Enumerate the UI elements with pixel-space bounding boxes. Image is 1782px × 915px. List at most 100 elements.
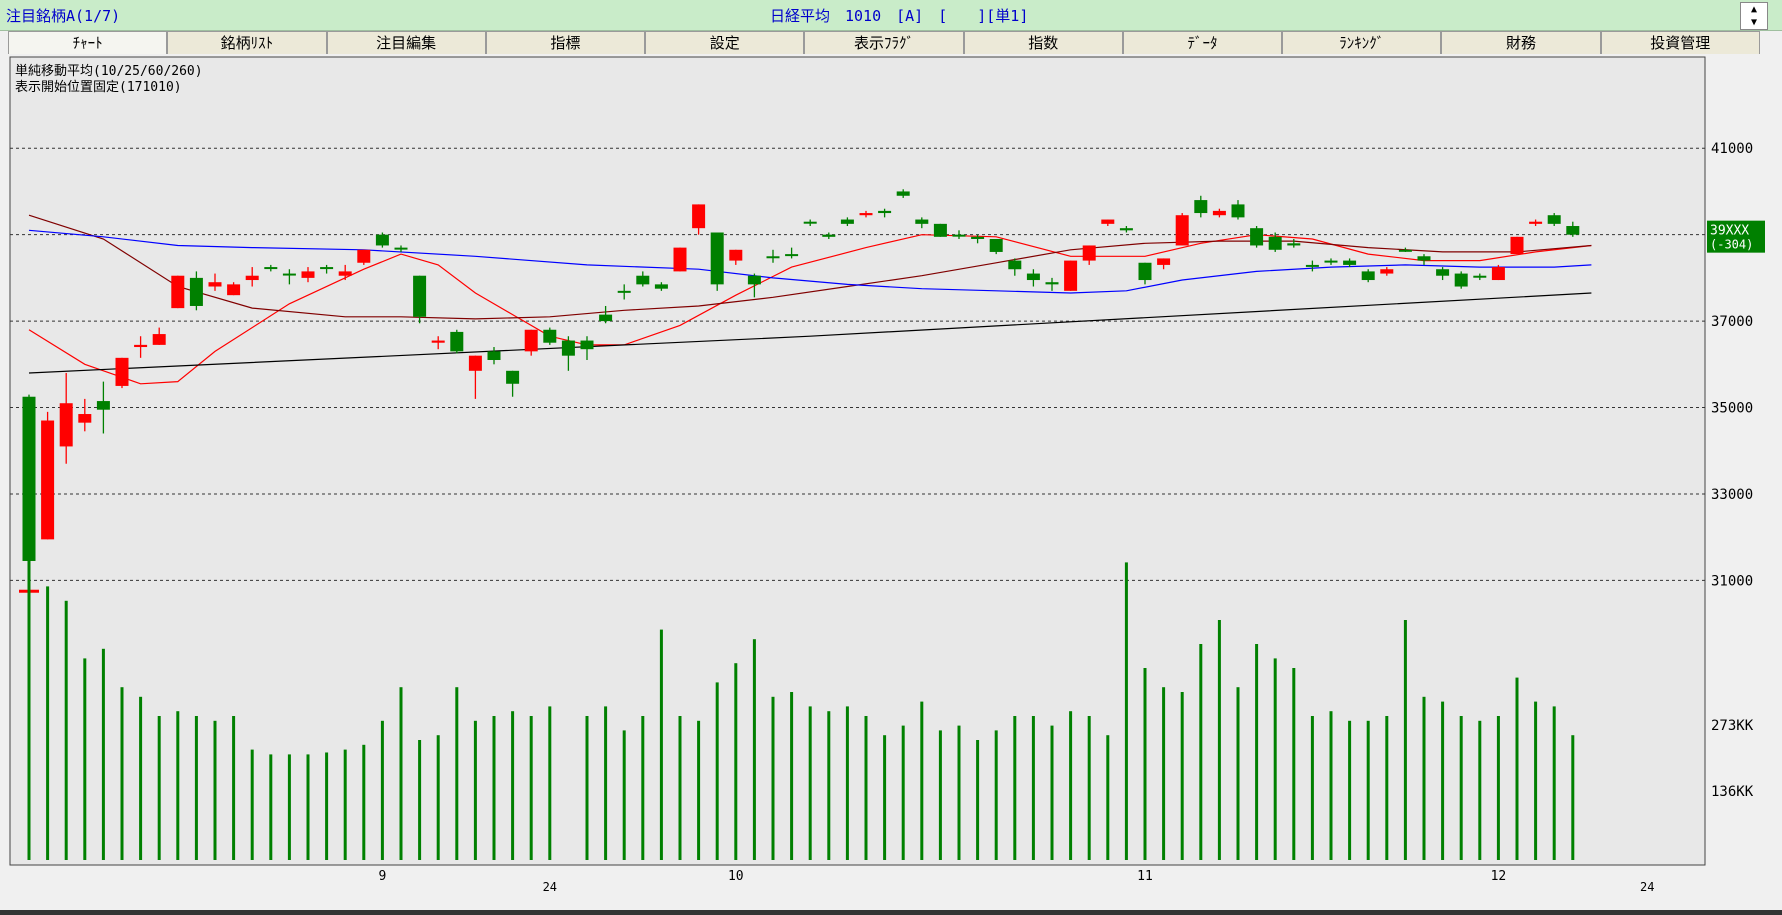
candle bbox=[1324, 258, 1338, 265]
volume-bar bbox=[27, 543, 31, 860]
ma-line-260 bbox=[28, 292, 1592, 374]
candle bbox=[1082, 245, 1096, 265]
volume-bar bbox=[1441, 701, 1445, 860]
tab-6[interactable]: 指数 bbox=[963, 31, 1123, 54]
candle bbox=[1212, 208, 1226, 218]
volume-bar bbox=[548, 706, 552, 860]
volume-bar bbox=[64, 600, 68, 860]
candle-body bbox=[22, 396, 36, 561]
volume-bar bbox=[1069, 711, 1073, 860]
candle bbox=[1045, 277, 1059, 291]
candle-body bbox=[915, 219, 929, 224]
volume-bar bbox=[1310, 716, 1314, 860]
tab-bar: ﾁｬｰﾄ 銘柄ﾘｽﾄ 注目編集 指標 設定 表示ﾌﾗｸﾞ 指数 ﾃﾞｰﾀ ﾗﾝｷﾝｸﾞ 財務 投資管… bbox=[8, 31, 1760, 55]
candle bbox=[282, 269, 296, 285]
candle bbox=[208, 273, 222, 291]
candle-body bbox=[1250, 228, 1264, 246]
candle-body bbox=[1101, 219, 1115, 224]
volume-bar bbox=[808, 706, 812, 860]
candle bbox=[840, 217, 854, 227]
candle bbox=[1436, 267, 1450, 281]
candle bbox=[1268, 232, 1282, 252]
candle bbox=[1380, 267, 1394, 276]
candle bbox=[673, 247, 687, 272]
volume-bar bbox=[473, 720, 477, 860]
candle bbox=[1175, 213, 1189, 246]
candle-body bbox=[1045, 282, 1059, 285]
candle-body bbox=[654, 284, 668, 289]
candle bbox=[1157, 258, 1171, 270]
candle-body bbox=[413, 275, 427, 317]
candle-body bbox=[561, 340, 575, 356]
candle bbox=[1417, 254, 1431, 265]
volume-bar bbox=[418, 740, 422, 860]
candle bbox=[1194, 195, 1208, 218]
candle-body bbox=[1026, 273, 1040, 281]
info-line-0: 単純移動平均(10/25/60/260) bbox=[15, 63, 203, 79]
volume-bar bbox=[511, 711, 515, 860]
candle-body bbox=[747, 275, 761, 285]
candle bbox=[1305, 260, 1319, 272]
candle-body bbox=[152, 334, 166, 345]
candle bbox=[952, 230, 966, 239]
candle-body bbox=[431, 340, 445, 343]
spin-down-icon[interactable]: ▼ bbox=[1750, 17, 1758, 28]
volume-bar bbox=[752, 639, 756, 860]
tab-4[interactable]: 設定 bbox=[645, 31, 805, 54]
candle-body bbox=[208, 282, 222, 287]
volume-bar bbox=[1106, 735, 1110, 860]
candle bbox=[59, 372, 73, 464]
candle-body bbox=[78, 414, 92, 423]
volume-bar bbox=[604, 706, 608, 860]
volume-bar bbox=[1571, 735, 1575, 860]
current-price-value: 39XXX bbox=[1710, 224, 1749, 239]
tab-2[interactable]: 注目編集 bbox=[326, 31, 486, 54]
candle bbox=[1510, 236, 1524, 255]
tab-5[interactable]: 表示ﾌﾗｸﾞ bbox=[804, 31, 964, 54]
candle bbox=[636, 271, 650, 287]
price-tick-2: 35000 bbox=[1711, 401, 1753, 417]
candle-body bbox=[1491, 267, 1505, 281]
page-spinner[interactable]: ▲ ▼ bbox=[1740, 2, 1768, 30]
ma-line-60 bbox=[28, 229, 1592, 294]
price-axis-area bbox=[1706, 57, 1776, 865]
candle bbox=[506, 370, 520, 397]
tab-8[interactable]: ﾗﾝｷﾝｸﾞ bbox=[1282, 31, 1442, 54]
tab-1[interactable]: 銘柄ﾘｽﾄ bbox=[167, 31, 327, 54]
tab-10[interactable]: 投資管理 bbox=[1600, 31, 1760, 54]
candle-body bbox=[96, 401, 110, 410]
spin-up-icon[interactable]: ▲ bbox=[1750, 4, 1758, 15]
price-tick-4: 31000 bbox=[1711, 573, 1753, 589]
tab-7[interactable]: ﾃﾞｰﾀ bbox=[1122, 31, 1283, 54]
candle-body bbox=[524, 329, 538, 352]
price-tick-1: 37000 bbox=[1711, 314, 1753, 330]
tab-0[interactable]: ﾁｬｰﾄ bbox=[8, 31, 168, 54]
x-label-1: 10 bbox=[728, 869, 744, 884]
volume-bar bbox=[864, 716, 868, 860]
candle-body bbox=[1231, 204, 1245, 218]
candle bbox=[1064, 260, 1078, 291]
tab-3[interactable]: 指標 bbox=[485, 31, 646, 54]
price-tick-0: 41000 bbox=[1711, 141, 1753, 157]
volume-bar bbox=[380, 720, 384, 860]
candle-body bbox=[1398, 249, 1412, 252]
volume-bar bbox=[83, 658, 87, 860]
volume-bar bbox=[1236, 687, 1240, 860]
candle-body bbox=[59, 403, 73, 447]
tab-9[interactable]: 財務 bbox=[1441, 31, 1601, 54]
candle bbox=[96, 381, 110, 434]
volume-bar bbox=[139, 696, 143, 860]
volume-bar bbox=[1217, 620, 1221, 860]
candle bbox=[1529, 219, 1543, 227]
volume-bar bbox=[194, 716, 198, 860]
candle-body bbox=[115, 357, 129, 386]
candle-body bbox=[989, 238, 1003, 252]
info-line-1: 表示開始位置固定(171010) bbox=[15, 80, 182, 95]
volume-bar bbox=[1143, 668, 1147, 860]
candle bbox=[1008, 258, 1022, 276]
volume-bar bbox=[269, 754, 273, 860]
volume-bar bbox=[678, 716, 682, 860]
watchlist-title: 注目銘柄A(1/7) bbox=[6, 7, 121, 25]
candle bbox=[357, 249, 371, 265]
candle bbox=[859, 210, 873, 218]
